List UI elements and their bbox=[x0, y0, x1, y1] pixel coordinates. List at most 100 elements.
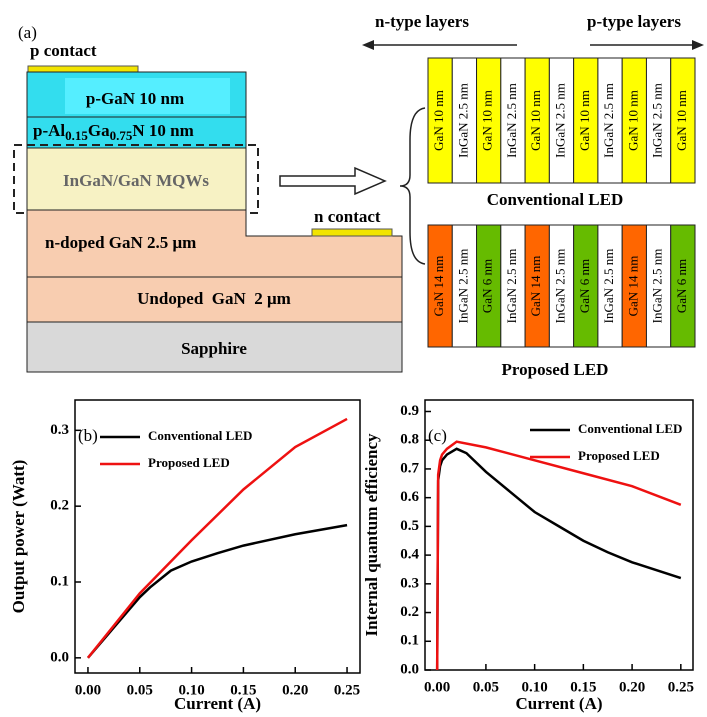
p-gan-label: p-GaN 10 nm bbox=[86, 89, 184, 108]
layer-label: InGaN 2.5 nm bbox=[601, 83, 616, 158]
layer-column bbox=[524, 224, 550, 348]
arrow-head bbox=[362, 40, 374, 50]
panel-label: (c) bbox=[428, 426, 447, 445]
panel-label: (a) bbox=[18, 23, 37, 42]
layer-label: InGaN 2.5 nm bbox=[552, 249, 567, 324]
layer-label: GaN 14 nm bbox=[431, 256, 446, 317]
layer-label: InGaN 2.5 nm bbox=[504, 83, 519, 158]
layer-label: GaN 6 nm bbox=[577, 259, 592, 313]
layer-column bbox=[597, 224, 623, 348]
layer-label: InGaN 2.5 nm bbox=[504, 249, 519, 324]
layer-label: GaN 10 nm bbox=[480, 90, 495, 151]
layer-column bbox=[427, 57, 453, 184]
x-axis-label: Current (A) bbox=[515, 694, 602, 713]
x-tick-label: 0.10 bbox=[178, 682, 204, 698]
n-gan-label: n-doped GaN 2.5 μm bbox=[45, 233, 196, 252]
layer-column bbox=[427, 224, 453, 348]
layer-label: InGaN 2.5 nm bbox=[601, 249, 616, 324]
brace bbox=[399, 107, 426, 265]
x-tick-label: 0.20 bbox=[282, 682, 308, 698]
plot-frame bbox=[424, 399, 694, 671]
y-tick-label: 0.0 bbox=[50, 649, 69, 665]
x-tick-label: 0.00 bbox=[424, 679, 450, 695]
y-tick-label: 0.7 bbox=[400, 460, 419, 476]
panel-label: (b) bbox=[78, 426, 98, 445]
layer-label: InGaN 2.5 nm bbox=[455, 83, 470, 158]
data-line bbox=[86, 417, 348, 659]
n-contact bbox=[311, 228, 393, 237]
y-tick-label: 0.2 bbox=[400, 604, 419, 620]
x-tick-label: 0.15 bbox=[570, 679, 596, 695]
label-part: Ga bbox=[88, 121, 110, 140]
layer-column bbox=[645, 57, 672, 184]
y-axis-label: Internal quantum efficiency bbox=[362, 433, 381, 637]
legend-label: Conventional LED bbox=[578, 421, 682, 436]
layer-column bbox=[573, 224, 599, 348]
layer-label: GaN 10 nm bbox=[431, 90, 446, 151]
layer-column bbox=[451, 224, 478, 348]
y-tick-label: 0.5 bbox=[400, 518, 419, 534]
x-tick-label: 0.05 bbox=[473, 679, 499, 695]
proposed-label: Proposed LED bbox=[502, 360, 609, 379]
layer-label: InGaN 2.5 nm bbox=[455, 249, 470, 324]
y-tick-label: 0.4 bbox=[400, 547, 419, 563]
arrow bbox=[279, 166, 387, 196]
label-part: p-Al bbox=[33, 121, 65, 140]
layer-column bbox=[621, 224, 647, 348]
legend-label: Proposed LED bbox=[578, 448, 660, 463]
layer-column bbox=[670, 57, 696, 184]
p-type-label: p-type layers bbox=[587, 12, 681, 31]
layer-column bbox=[548, 224, 575, 348]
p-contact-label: p contact bbox=[30, 41, 97, 60]
plot-frame bbox=[74, 399, 361, 674]
layer-label: InGaN 2.5 nm bbox=[650, 83, 665, 158]
p-contact bbox=[27, 65, 139, 73]
mqw-label: InGaN/GaN MQWs bbox=[63, 171, 209, 190]
layer-label: GaN 14 nm bbox=[625, 256, 640, 317]
layer-column bbox=[476, 224, 502, 348]
subscript: 0.75 bbox=[110, 128, 133, 143]
subscript: 0.15 bbox=[65, 128, 88, 143]
layer-label: InGaN 2.5 nm bbox=[650, 249, 665, 324]
n-contact-label: n contact bbox=[314, 207, 381, 226]
layer-column bbox=[548, 57, 575, 184]
p-algan-label: p-Al0.15Ga0.75N 10 nm bbox=[33, 121, 194, 143]
layer-label: GaN 10 nm bbox=[577, 90, 592, 151]
data-line bbox=[435, 447, 682, 671]
y-tick-label: 0.3 bbox=[400, 575, 419, 591]
layer-label: GaN 10 nm bbox=[674, 90, 689, 151]
y-tick-label: 0.3 bbox=[50, 422, 69, 438]
x-tick-label: 0.20 bbox=[619, 679, 645, 695]
y-tick-label: 0.9 bbox=[400, 403, 419, 419]
p-gan-inner bbox=[65, 78, 230, 114]
x-tick-label: 0.05 bbox=[127, 682, 153, 698]
sapphire-layer bbox=[26, 321, 403, 373]
undoped-layer bbox=[26, 276, 403, 323]
legend-label: Proposed LED bbox=[148, 455, 230, 470]
y-tick-label: 0.1 bbox=[50, 573, 69, 589]
p-algan-layer bbox=[26, 116, 247, 149]
label-part: N 10 nm bbox=[132, 121, 193, 140]
layer-label: GaN 14 nm bbox=[528, 256, 543, 317]
x-tick-label: 0.15 bbox=[230, 682, 256, 698]
layer-column bbox=[476, 57, 502, 184]
y-tick-label: 0.8 bbox=[400, 432, 419, 448]
x-tick-label: 0.25 bbox=[334, 682, 360, 698]
data-line bbox=[435, 440, 682, 671]
layer-label: GaN 6 nm bbox=[674, 259, 689, 313]
mqw-layer bbox=[26, 147, 247, 211]
layer-column bbox=[451, 57, 478, 184]
sapphire-label: Sapphire bbox=[181, 339, 247, 358]
n-type-label: n-type layers bbox=[375, 12, 469, 31]
x-axis-label: Current (A) bbox=[174, 694, 261, 713]
arrow-head bbox=[692, 40, 704, 50]
layer-label: GaN 6 nm bbox=[480, 259, 495, 313]
x-tick-label: 0.25 bbox=[668, 679, 694, 695]
undoped-label: Undoped GaN 2 μm bbox=[137, 289, 291, 308]
x-tick-label: 0.10 bbox=[522, 679, 548, 695]
layer-column bbox=[670, 224, 696, 348]
y-axis-label: Output power (Watt) bbox=[9, 460, 28, 614]
layer-column bbox=[500, 57, 526, 184]
layer-column bbox=[645, 224, 672, 348]
